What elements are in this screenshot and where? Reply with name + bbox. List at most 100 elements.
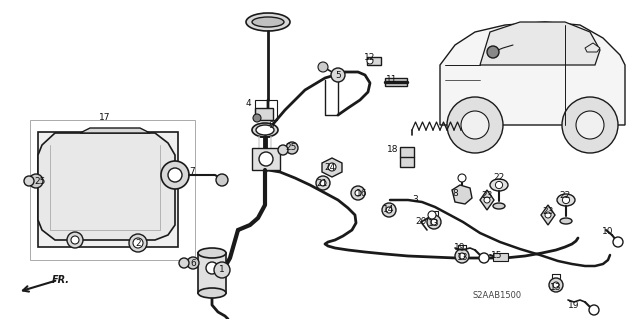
Polygon shape [480, 22, 600, 65]
Circle shape [459, 253, 465, 259]
Polygon shape [541, 205, 555, 225]
Text: 22: 22 [559, 190, 571, 199]
Bar [493, 253, 508, 261]
Bar [198, 253, 226, 293]
Circle shape [253, 114, 261, 122]
Circle shape [427, 215, 441, 229]
Circle shape [318, 62, 328, 72]
Polygon shape [38, 133, 175, 240]
Text: FR.: FR. [52, 275, 70, 285]
Bar [385, 78, 407, 86]
Text: 11: 11 [387, 76, 397, 85]
Circle shape [168, 168, 182, 182]
Text: 6: 6 [190, 258, 196, 268]
Circle shape [179, 258, 189, 268]
Bar [255, 100, 277, 120]
Ellipse shape [493, 203, 505, 209]
Circle shape [455, 249, 469, 263]
Polygon shape [440, 22, 625, 125]
Circle shape [386, 207, 392, 213]
Bar [400, 147, 414, 167]
Circle shape [216, 174, 228, 186]
Bar [30, 120, 195, 260]
Text: 3: 3 [412, 196, 418, 204]
Circle shape [71, 236, 79, 244]
Circle shape [428, 211, 436, 219]
Text: 23: 23 [481, 191, 493, 201]
Circle shape [545, 212, 551, 218]
Circle shape [382, 203, 396, 217]
Circle shape [129, 234, 147, 252]
Circle shape [331, 68, 345, 82]
Ellipse shape [560, 218, 572, 224]
Circle shape [487, 46, 499, 58]
Text: 13: 13 [457, 254, 468, 263]
Text: 19: 19 [454, 243, 466, 253]
Text: 9: 9 [268, 121, 274, 130]
Text: 16: 16 [356, 189, 368, 197]
Circle shape [214, 262, 230, 278]
Circle shape [67, 232, 83, 248]
Ellipse shape [198, 248, 226, 258]
Text: 7: 7 [189, 167, 195, 175]
Text: 24: 24 [324, 162, 335, 172]
Circle shape [458, 174, 466, 182]
Text: 23: 23 [542, 207, 554, 217]
Ellipse shape [252, 17, 284, 27]
Text: 8: 8 [452, 189, 458, 197]
Text: 15: 15 [492, 250, 503, 259]
Text: 10: 10 [602, 227, 614, 236]
Circle shape [447, 97, 503, 153]
Text: 22: 22 [493, 174, 504, 182]
Bar [252, 148, 280, 170]
Circle shape [161, 161, 189, 189]
Circle shape [133, 238, 143, 248]
Ellipse shape [252, 123, 278, 137]
Text: 1: 1 [219, 265, 225, 275]
Ellipse shape [198, 288, 226, 298]
Circle shape [328, 163, 336, 171]
Circle shape [320, 180, 326, 186]
Text: 20: 20 [415, 218, 427, 226]
Ellipse shape [557, 194, 575, 206]
Ellipse shape [246, 13, 290, 31]
Polygon shape [480, 190, 494, 210]
Polygon shape [585, 43, 600, 52]
Bar [255, 108, 273, 120]
Circle shape [563, 197, 570, 204]
Text: 4: 4 [245, 99, 251, 108]
Circle shape [479, 253, 489, 263]
Circle shape [278, 145, 288, 155]
Bar [38, 132, 178, 247]
Circle shape [495, 182, 502, 189]
Bar [367, 57, 381, 65]
Text: 14: 14 [383, 205, 395, 214]
Circle shape [484, 197, 490, 203]
Circle shape [29, 174, 43, 188]
Text: 12: 12 [364, 53, 376, 62]
Text: 25: 25 [285, 144, 297, 152]
Ellipse shape [256, 125, 274, 135]
Ellipse shape [490, 179, 508, 191]
Circle shape [351, 186, 365, 200]
Circle shape [367, 58, 373, 64]
Text: 19: 19 [568, 300, 580, 309]
Text: 5: 5 [335, 70, 341, 79]
Text: 13: 13 [550, 283, 562, 292]
Circle shape [316, 176, 330, 190]
Polygon shape [80, 128, 150, 133]
Text: 13: 13 [428, 219, 440, 228]
Text: 2: 2 [135, 239, 141, 248]
Circle shape [259, 152, 273, 166]
Circle shape [562, 97, 618, 153]
Text: 25: 25 [35, 176, 45, 186]
Circle shape [461, 111, 489, 139]
Text: S2AAB1500: S2AAB1500 [472, 291, 522, 300]
Polygon shape [322, 158, 342, 177]
Circle shape [589, 305, 599, 315]
Circle shape [549, 278, 563, 292]
Circle shape [613, 237, 623, 247]
Polygon shape [452, 185, 472, 204]
Circle shape [24, 176, 34, 186]
Circle shape [286, 142, 298, 154]
